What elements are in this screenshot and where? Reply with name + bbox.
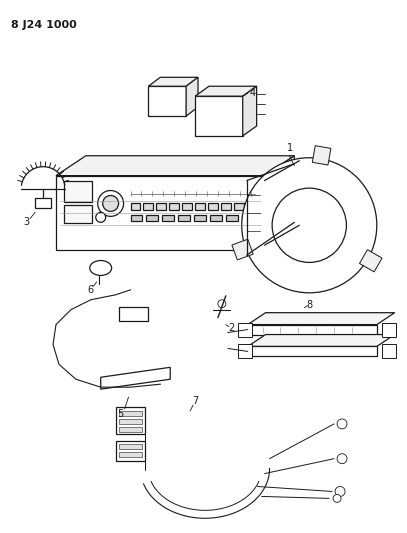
Polygon shape <box>243 86 257 136</box>
Bar <box>178 215 190 221</box>
Bar <box>64 181 92 203</box>
Bar <box>162 215 174 221</box>
Text: 7: 7 <box>192 396 198 406</box>
Circle shape <box>242 158 377 293</box>
Bar <box>210 215 222 221</box>
Text: 5: 5 <box>118 409 124 419</box>
Bar <box>208 204 218 211</box>
Bar <box>234 204 244 211</box>
Bar <box>118 419 142 424</box>
Polygon shape <box>359 249 382 272</box>
Polygon shape <box>116 407 145 434</box>
Polygon shape <box>149 77 198 86</box>
Bar <box>131 215 142 221</box>
Bar <box>248 325 377 335</box>
Bar <box>238 344 252 358</box>
Bar <box>248 346 377 357</box>
Bar <box>147 215 158 221</box>
Polygon shape <box>248 335 395 346</box>
Bar <box>182 204 192 211</box>
Bar <box>221 204 231 211</box>
Bar <box>143 204 153 211</box>
Polygon shape <box>312 146 331 165</box>
Bar <box>149 86 186 116</box>
Bar <box>195 204 205 211</box>
Bar <box>226 215 238 221</box>
Circle shape <box>218 300 226 308</box>
Bar <box>118 444 142 449</box>
Polygon shape <box>232 239 253 260</box>
Bar <box>195 96 243 136</box>
Bar <box>247 204 257 211</box>
Text: 2: 2 <box>229 322 235 333</box>
Text: 3: 3 <box>23 217 29 227</box>
Circle shape <box>272 188 346 262</box>
Circle shape <box>103 196 118 212</box>
Polygon shape <box>101 367 170 389</box>
Text: 8 J24 1000: 8 J24 1000 <box>11 20 77 30</box>
Bar <box>118 306 149 321</box>
Circle shape <box>98 190 124 216</box>
Bar <box>156 204 166 211</box>
Bar <box>382 344 396 358</box>
Circle shape <box>96 212 106 222</box>
Polygon shape <box>56 176 265 250</box>
Circle shape <box>333 495 341 503</box>
Text: 4: 4 <box>249 88 256 98</box>
Bar <box>131 204 140 211</box>
Circle shape <box>337 454 347 464</box>
Polygon shape <box>116 441 145 461</box>
Text: 1: 1 <box>287 143 293 153</box>
Polygon shape <box>195 86 257 96</box>
Bar <box>242 215 254 221</box>
Bar <box>169 204 179 211</box>
Circle shape <box>335 487 345 496</box>
Bar <box>118 411 142 416</box>
Bar <box>382 322 396 336</box>
Text: 6: 6 <box>88 285 94 295</box>
Bar <box>238 322 252 336</box>
Polygon shape <box>186 77 198 116</box>
Ellipse shape <box>90 261 112 276</box>
Bar <box>64 205 92 223</box>
Text: 8: 8 <box>306 300 312 310</box>
Bar <box>118 452 142 457</box>
Polygon shape <box>248 313 395 325</box>
Bar <box>194 215 206 221</box>
Bar <box>118 427 142 432</box>
Circle shape <box>337 419 347 429</box>
Bar <box>35 198 51 208</box>
Polygon shape <box>56 156 294 176</box>
Polygon shape <box>265 156 294 250</box>
